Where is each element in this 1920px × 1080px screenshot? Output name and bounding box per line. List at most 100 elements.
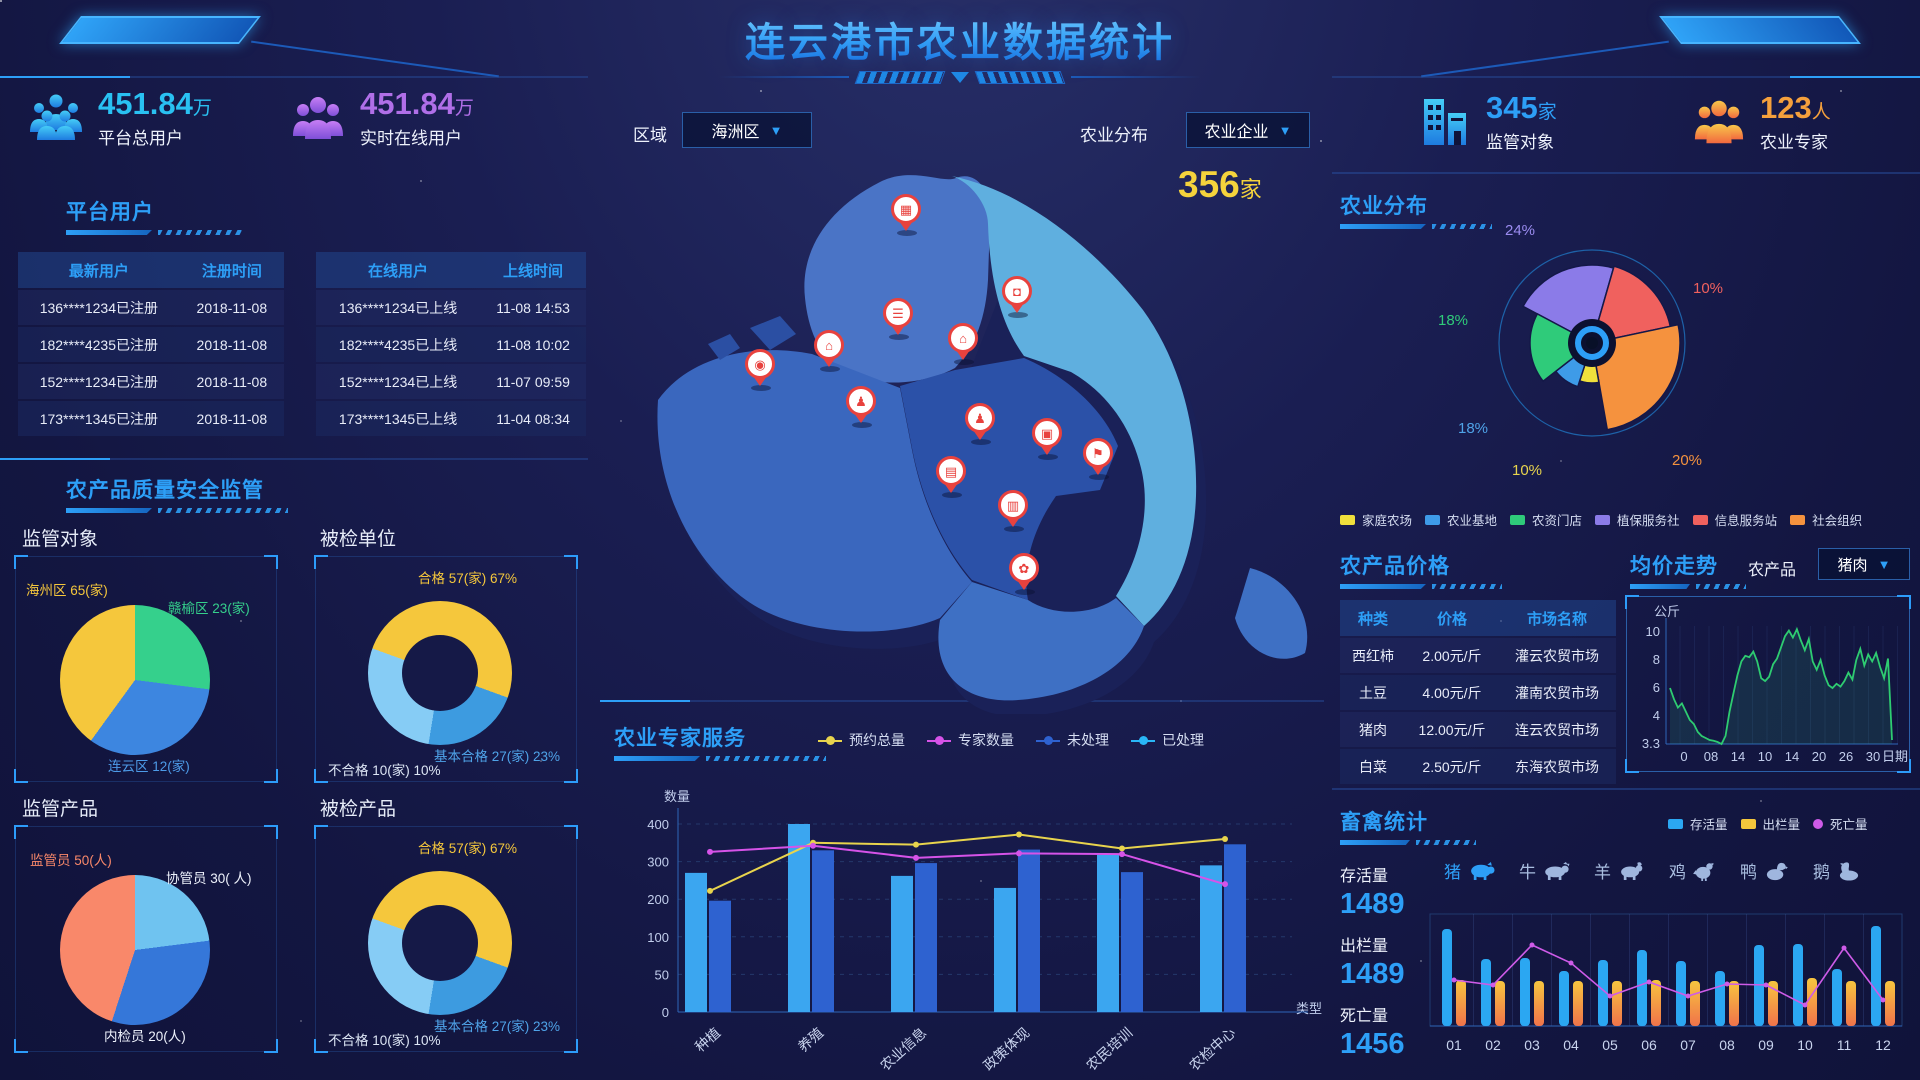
animal-goose[interactable]: 鹅 xyxy=(1813,858,1862,883)
col-online-user: 在线用户 xyxy=(368,262,429,280)
map-pin[interactable]: ⚑ xyxy=(1083,438,1113,480)
legend-item[interactable]: 植保服务社 xyxy=(1595,510,1680,529)
legend-item-slaughter[interactable]: 出栏量 xyxy=(1740,814,1800,833)
map-district-south[interactable] xyxy=(938,582,1144,701)
section-title-trend: 均价走势 xyxy=(1630,555,1718,578)
map-pin[interactable]: ◘ xyxy=(1002,276,1032,318)
goose-icon xyxy=(1839,861,1859,881)
map-pin[interactable]: ⌂ xyxy=(814,330,844,372)
inspected-products-donut[interactable] xyxy=(368,871,512,1015)
map-pin[interactable]: ▤ xyxy=(936,456,966,498)
platform-users-underline xyxy=(66,230,242,235)
map-pin[interactable]: ♟ xyxy=(846,386,876,428)
section-title-expert-service: 农业专家服务 xyxy=(614,727,746,750)
expert-service-chart[interactable]: 0 50 100 200 300 400 种植 养殖 农业信息 政策体现 农民培训 农检中心 xyxy=(630,770,1320,1076)
pie-label: 基本合格 27(家) 23% xyxy=(434,749,561,764)
map-district-west[interactable] xyxy=(657,350,972,632)
legend-item-death[interactable]: 死亡量 xyxy=(1813,814,1868,833)
map-pin[interactable]: ◉ xyxy=(745,349,775,391)
legend-item-survive[interactable]: 存活量 xyxy=(1668,814,1728,833)
legend-item[interactable]: 农业基地 xyxy=(1425,510,1497,529)
map-district-north[interactable] xyxy=(804,175,991,383)
pin-icon: ▥ xyxy=(1006,497,1020,513)
section-title-livestock: 畜禽统计 xyxy=(1340,811,1428,834)
chevron-down-icon: ▼ xyxy=(1877,556,1891,572)
legend-item-processed[interactable]: 已处理 xyxy=(1131,730,1204,750)
experts-value: 123 xyxy=(1760,90,1812,125)
livestock-underline xyxy=(1340,840,1476,845)
pie-label: 赣榆区 23(家) xyxy=(168,601,250,616)
stat-experts: 123人 农业专家 xyxy=(1692,90,1831,153)
chevron-down-icon: ▼ xyxy=(1278,122,1292,138)
svg-text:0: 0 xyxy=(662,1005,669,1020)
animal-cattle[interactable]: 牛 xyxy=(1519,858,1570,883)
experts-unit: 人 xyxy=(1811,102,1831,123)
table-row: 土豆 4.00元/斤 灌南农贸市场 xyxy=(1340,675,1616,710)
animal-selector: 猪 牛 羊 鸡 鸭 鹅 xyxy=(1444,858,1862,883)
pie-title-supervise-objects: 监管对象 xyxy=(22,529,99,550)
total-users-label: 平台总用户 xyxy=(98,128,183,148)
region-select[interactable]: 海洲区 ▼ xyxy=(682,112,812,148)
trend-product-select[interactable]: 猪肉 ▼ xyxy=(1818,548,1910,580)
svg-text:0: 0 xyxy=(1680,749,1687,764)
chicken-icon xyxy=(1693,862,1714,881)
map-pin[interactable]: ▦ xyxy=(891,194,921,236)
svg-text:400: 400 xyxy=(647,817,669,832)
map-pin[interactable]: ▥ xyxy=(998,490,1028,532)
distribution-select[interactable]: 农业企业 ▼ xyxy=(1186,112,1310,148)
online-users-label: 实时在线用户 xyxy=(360,128,462,148)
legend-item[interactable]: 社会组织 xyxy=(1790,510,1862,529)
table-row: 136****1234已上线 11-08 14:53 xyxy=(316,290,586,325)
table-row: 152****1234已上线 11-07 09:59 xyxy=(316,364,586,399)
pie-label: 合格 57(家) 67% xyxy=(418,571,518,586)
page-title: 连云港市农业数据统计 xyxy=(0,10,1920,68)
animal-chicken[interactable]: 鸡 xyxy=(1669,858,1716,883)
online-users-icon xyxy=(293,97,343,140)
legend-item-experts[interactable]: 专家数量 xyxy=(927,730,1014,750)
legend-item[interactable]: 信息服务站 xyxy=(1692,510,1777,529)
svg-text:公斤: 公斤 xyxy=(1654,604,1680,619)
animal-duck[interactable]: 鸭 xyxy=(1740,858,1789,883)
svg-text:03: 03 xyxy=(1524,1037,1540,1053)
animal-sheep[interactable]: 羊 xyxy=(1594,858,1645,883)
map-pin[interactable]: ▣ xyxy=(1032,418,1062,460)
city-map[interactable] xyxy=(600,148,1324,714)
distribution-rose-chart[interactable] xyxy=(1452,225,1752,475)
legend-item-booking[interactable]: 预约总量 xyxy=(818,730,905,750)
map-pin[interactable]: ✿ xyxy=(1009,553,1039,595)
distribution-legend: 家庭农场 农业基地 农资门店 植保服务社 信息服务站 社会组织 xyxy=(1340,510,1862,529)
expert-service-underline xyxy=(614,756,826,761)
svg-text:12: 12 xyxy=(1875,1037,1891,1053)
map-district-center[interactable] xyxy=(900,358,1118,600)
price-trend-chart[interactable]: 公斤 10 8 6 4 3.3 0 08 14 10 14 20 26 30 日期 xyxy=(1626,596,1910,772)
supervise-products-pie[interactable] xyxy=(60,875,210,1025)
svg-text:8: 8 xyxy=(1653,652,1660,667)
map-pin[interactable]: ☰ xyxy=(883,298,913,340)
supervised-label: 监管对象 xyxy=(1486,132,1554,152)
svg-text:07: 07 xyxy=(1680,1037,1696,1053)
table-row: 173****1345已上线 11-04 08:34 xyxy=(316,401,586,436)
svg-text:10: 10 xyxy=(1646,624,1660,639)
section-title-price: 农产品价格 xyxy=(1340,555,1450,578)
animal-pig[interactable]: 猪 xyxy=(1444,858,1495,883)
map-pin[interactable]: ⌂ xyxy=(948,323,978,365)
inspected-units-donut[interactable] xyxy=(368,601,512,745)
supervise-objects-pie[interactable] xyxy=(60,605,210,755)
svg-text:100: 100 xyxy=(647,930,669,945)
section-title-distribution: 农业分布 xyxy=(1340,195,1428,218)
online-table-header: 在线用户 上线时间 xyxy=(316,252,586,288)
right-divider-top xyxy=(1332,76,1920,78)
svg-text:50: 50 xyxy=(655,967,669,982)
livestock-chart[interactable]: 01 02 03 04 05 06 07 08 09 10 11 12 xyxy=(1424,908,1914,1068)
map-pin[interactable]: ♟ xyxy=(965,403,995,445)
svg-text:14: 14 xyxy=(1731,749,1745,764)
legend-item[interactable]: 家庭农场 xyxy=(1340,510,1412,529)
pie-label: 合格 57(家) 67% xyxy=(418,841,518,856)
rose-label-purple: 24% xyxy=(1505,222,1536,239)
distribution-underline xyxy=(1340,224,1492,229)
legend-item[interactable]: 农资门店 xyxy=(1510,510,1582,529)
legend-item-unprocessed[interactable]: 未处理 xyxy=(1036,730,1109,750)
distribution-select-value: 农业企业 xyxy=(1204,124,1269,141)
sheep-icon xyxy=(1621,861,1643,880)
processed-legend-icon xyxy=(1131,735,1155,745)
